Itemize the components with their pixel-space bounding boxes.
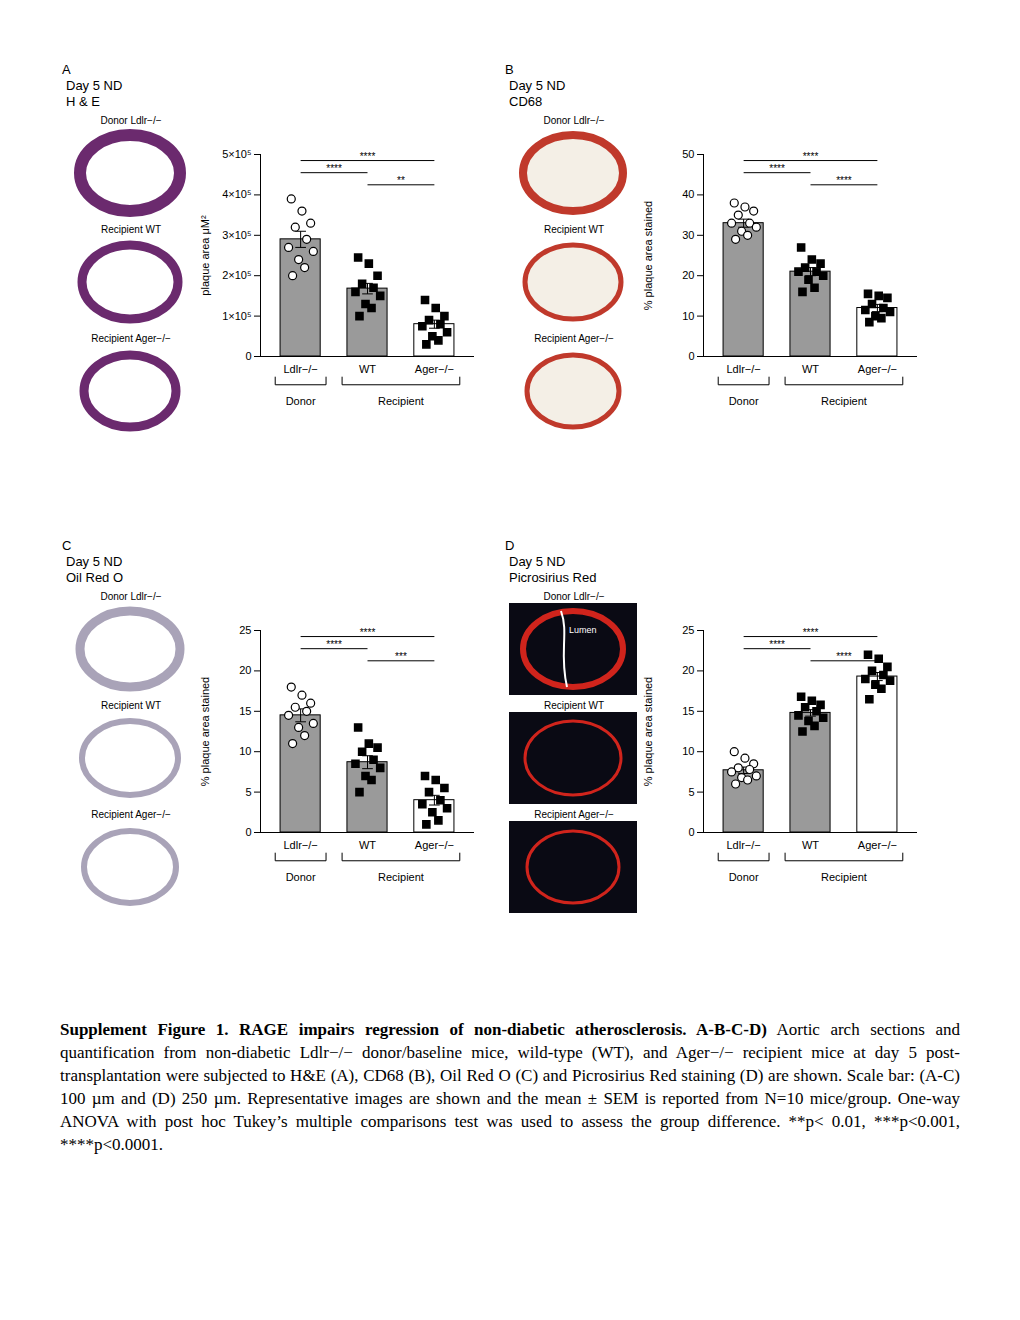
svg-text:****: ****: [836, 651, 852, 662]
svg-text:30: 30: [682, 229, 694, 241]
svg-text:****: ****: [326, 163, 342, 174]
svg-text:Donor: Donor: [729, 395, 759, 407]
svg-text:15: 15: [239, 705, 251, 717]
svg-text:WT: WT: [359, 839, 376, 851]
html-text:Donor Ldlr−/−: Donor Ldlr−/−: [100, 591, 162, 602]
svg-text:Ager−/−: Ager−/−: [415, 839, 454, 851]
svg-text:15: 15: [682, 705, 694, 717]
svg-text:Ager−/−: Ager−/−: [415, 363, 454, 375]
svg-text:***: ***: [395, 651, 407, 662]
html-text:Recipient WT: Recipient WT: [101, 224, 161, 235]
html-text:Picrosirius Red: Picrosirius Red: [509, 570, 597, 585]
svg-text:WT: WT: [802, 363, 819, 375]
svg-text:****: ****: [836, 175, 852, 186]
svg-text:****: ****: [803, 151, 819, 162]
svg-text:40: 40: [682, 188, 694, 200]
svg-text:25: 25: [682, 624, 694, 636]
html-text:Recipient WT: Recipient WT: [544, 224, 604, 235]
svg-text:Ldlr−/−: Ldlr−/−: [727, 363, 761, 375]
svg-text:****: ****: [360, 627, 376, 638]
svg-text:25: 25: [239, 624, 251, 636]
html-text:Recipient WT: Recipient WT: [101, 700, 161, 711]
svg-text:20: 20: [682, 664, 694, 676]
svg-text:Recipient: Recipient: [378, 395, 424, 407]
svg-text:10: 10: [682, 745, 694, 757]
svg-text:plaque area μM²: plaque area μM²: [199, 215, 211, 296]
html-text:Donor Ldlr−/−: Donor Ldlr−/−: [543, 115, 605, 126]
html-text:Day 5 ND: Day 5 ND: [66, 78, 123, 93]
html-text:Recipient Ager−/−: Recipient Ager−/−: [534, 809, 614, 820]
svg-text:20: 20: [682, 269, 694, 281]
svg-text:WT: WT: [359, 363, 376, 375]
svg-text:****: ****: [769, 639, 785, 650]
html-text:Day 5 ND: Day 5 ND: [509, 554, 566, 569]
svg-text:% plaque area stained: % plaque area stained: [199, 677, 211, 786]
svg-text:5×10⁵: 5×10⁵: [222, 148, 251, 160]
svg-text:% plaque area stained: % plaque area stained: [642, 677, 654, 786]
html-text:A: A: [62, 62, 71, 77]
html-text:Recipient Ager−/−: Recipient Ager−/−: [91, 809, 171, 820]
svg-text:Donor: Donor: [286, 395, 316, 407]
svg-text:Ager−/−: Ager−/−: [858, 363, 897, 375]
svg-text:Recipient: Recipient: [821, 871, 867, 883]
html-text:H & E: H & E: [66, 94, 100, 109]
html-text:Day 5 ND: Day 5 ND: [509, 78, 566, 93]
html-text:Oil Red O: Oil Red O: [66, 570, 124, 585]
svg-text:Recipient: Recipient: [821, 395, 867, 407]
html-text:B: B: [505, 62, 514, 77]
svg-text:0: 0: [245, 350, 251, 362]
html-text:Donor Ldlr−/−: Donor Ldlr−/−: [543, 591, 605, 602]
svg-text:5: 5: [245, 786, 251, 798]
svg-text:****: ****: [803, 627, 819, 638]
svg-text:Donor: Donor: [729, 871, 759, 883]
svg-text:0: 0: [245, 826, 251, 838]
svg-text:****: ****: [326, 639, 342, 650]
html-text:Donor Ldlr−/−: Donor Ldlr−/−: [100, 115, 162, 126]
html-text:C: C: [62, 538, 72, 553]
svg-text:1×10⁵: 1×10⁵: [222, 310, 251, 322]
svg-text:0: 0: [688, 826, 694, 838]
html-text:Recipient Ager−/−: Recipient Ager−/−: [91, 333, 171, 344]
svg-text:% plaque area stained: % plaque area stained: [642, 201, 654, 310]
svg-text:5: 5: [688, 786, 694, 798]
html-text:Recipient WT: Recipient WT: [544, 700, 604, 711]
svg-text:Donor: Donor: [286, 871, 316, 883]
svg-text:10: 10: [239, 745, 251, 757]
html-text:Recipient Ager−/−: Recipient Ager−/−: [534, 333, 614, 344]
html-text:CD68: CD68: [509, 94, 543, 109]
svg-text:Ldlr−/−: Ldlr−/−: [727, 839, 761, 851]
svg-text:0: 0: [688, 350, 694, 362]
svg-text:WT: WT: [802, 839, 819, 851]
svg-text:Ldlr−/−: Ldlr−/−: [284, 839, 318, 851]
svg-text:Ldlr−/−: Ldlr−/−: [284, 363, 318, 375]
svg-text:****: ****: [769, 163, 785, 174]
svg-text:**: **: [397, 175, 405, 186]
svg-text:3×10⁵: 3×10⁵: [222, 229, 251, 241]
svg-text:Ager−/−: Ager−/−: [858, 839, 897, 851]
svg-text:10: 10: [682, 310, 694, 322]
svg-text:Recipient: Recipient: [378, 871, 424, 883]
svg-text:Lumen: Lumen: [569, 625, 597, 635]
html-text:D: D: [505, 538, 515, 553]
svg-text:4×10⁵: 4×10⁵: [222, 188, 251, 200]
svg-text:2×10⁵: 2×10⁵: [222, 269, 251, 281]
html-text:Supplement Figure 1. RAGE impa: Supplement Figure 1. RAGE impairs regres…: [60, 1020, 960, 1154]
svg-text:****: ****: [360, 151, 376, 162]
svg-text:50: 50: [682, 148, 694, 160]
svg-text:20: 20: [239, 664, 251, 676]
html-text:Day 5 ND: Day 5 ND: [66, 554, 123, 569]
